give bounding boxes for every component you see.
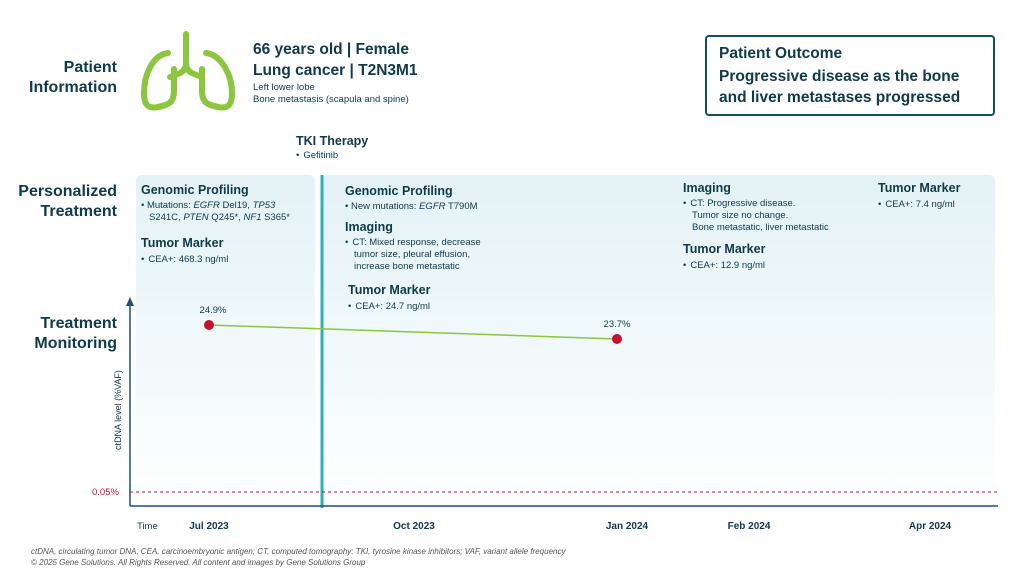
tki-therapy-drug: Gefitinib: [296, 150, 446, 162]
y-axis-arrow: [126, 297, 134, 306]
vaf-series-line: [208, 324, 618, 340]
date-jul2023: Jul 2023: [189, 521, 229, 532]
vaf-label-jul2023: 24.9%: [200, 305, 227, 316]
lungs-icon: [141, 31, 235, 111]
oct2023-details: Genomic Profiling • New mutations: EGFR …: [345, 184, 525, 313]
patient-location: Left lower lobe: [253, 82, 315, 93]
patient-outcome-text-1: Progressive disease as the bone: [719, 68, 960, 85]
jul2023-marker-value: CEA+: 468.3 ng/ml: [141, 254, 316, 266]
time-label: Time: [137, 521, 158, 532]
vaf-label-jan2024: 23.7%: [604, 319, 631, 330]
patient-outcome-box: Patient Outcome Progressive disease as t…: [705, 35, 995, 116]
oct2023-genomic-title: Genomic Profiling: [345, 184, 453, 198]
oct2023-mutations: • New mutations: EGFR T790M: [345, 201, 478, 212]
feb2024-details: Imaging CT: Progressive disease. Tumor s…: [683, 181, 863, 272]
oct2023-marker-value: CEA+: 24.7 ng/ml: [348, 301, 525, 313]
treatment-panel: [322, 175, 995, 505]
apr2024-marker-value: CEA+: 7.4 ng/ml: [878, 199, 993, 211]
tki-therapy-title: TKI Therapy: [296, 134, 369, 148]
vaf-point-jan2024: [612, 334, 622, 344]
jul2023-mutations: • Mutations: EGFR Del19, TP53 S241C, PTE…: [141, 200, 291, 223]
feb2024-marker-title: Tumor Marker: [683, 242, 766, 256]
patient-demographics: 66 years old | Female: [253, 41, 409, 58]
vaf-point-jul2023: [204, 320, 214, 330]
patient-outcome-text-2: and liver metastases progressed: [719, 89, 961, 106]
y-axis-label: ctDNA level (%VAF): [113, 370, 123, 450]
patient-metastasis: Bone metastasis (scapula and spine): [253, 94, 409, 105]
apr2024-marker-title: Tumor Marker: [878, 181, 961, 195]
date-apr2024: Apr 2024: [908, 521, 952, 532]
baseline-panel: [136, 175, 315, 505]
footer-abbreviations: ctDNA, circulating tumor DNA; CEA, carci…: [31, 547, 566, 556]
oct2023-imaging-text: CT: Mixed response, decrease tumor size,…: [345, 237, 525, 273]
oct2023-marker-title: Tumor Marker: [348, 283, 431, 297]
date-oct2023: Oct 2023: [393, 521, 435, 532]
jul2023-details: Genomic Profiling • Mutations: EGFR Del1…: [141, 183, 316, 266]
footer-copyright: © 2025 Gene Solutions. All Rights Reserv…: [31, 558, 366, 567]
feb2024-imaging-title: Imaging: [683, 181, 731, 195]
date-jan2024: Jan 2024: [605, 521, 649, 532]
treatment-monitoring-label: Treatment Monitoring: [34, 315, 117, 352]
patient-outcome-title: Patient Outcome: [719, 45, 843, 62]
personalized-treatment-label: Personalized Treatment: [18, 183, 117, 220]
apr2024-details: Tumor Marker CEA+: 7.4 ng/ml: [878, 181, 993, 211]
patient-diagnosis: Lung cancer | T2N3M1: [253, 62, 418, 79]
oct2023-imaging-title: Imaging: [345, 220, 393, 234]
feb2024-marker-value: CEA+: 12.9 ng/ml: [683, 260, 863, 272]
date-feb2024: Feb 2024: [727, 521, 771, 532]
jul2023-genomic-title: Genomic Profiling: [141, 183, 249, 197]
feb2024-imaging-text: CT: Progressive disease. Tumor size no c…: [683, 198, 863, 234]
threshold-label: 0.05%: [92, 487, 119, 498]
jul2023-marker-title: Tumor Marker: [141, 236, 224, 250]
patient-info: 66 years old | Female Lung cancer | T2N3…: [253, 39, 553, 106]
tki-therapy: TKI Therapy Gefitinib: [296, 134, 446, 162]
patient-information-label: Patient Information: [29, 59, 117, 96]
